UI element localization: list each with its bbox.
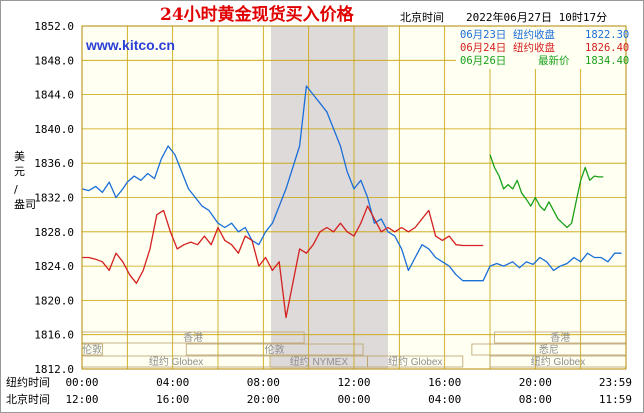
y-axis-label-0: 美	[14, 150, 25, 163]
session-label: 伦敦	[82, 343, 102, 356]
x-tick-label: 11:59	[599, 393, 632, 406]
x-tick-labels: 00:00 04:00 08:00 12:00 16:00 20:00 23:59 12:00…	[65, 376, 632, 406]
session-label: 纽约 Globex	[388, 355, 442, 368]
x-tick-label: 04:00	[156, 376, 189, 389]
y-tick-label: 1844.0	[34, 89, 74, 102]
chart-title: 24小时黄金现货买入价格	[160, 4, 355, 25]
y-axis-label-1: 元	[14, 165, 25, 178]
legend-value-2: 1834.40	[585, 55, 629, 67]
legend-value-0: 1822.30	[585, 29, 629, 41]
session-label: 纽约 NYMEX	[290, 355, 349, 368]
y-axis-label-3: 盎司	[14, 197, 36, 211]
x-tick-label: 08:00	[247, 376, 280, 389]
timezone-label: 北京时间	[400, 10, 444, 24]
legend-date-0: 06月23日	[460, 29, 506, 41]
session-label: 香港	[550, 332, 570, 344]
session-label: 伦敦	[265, 343, 285, 356]
y-tick-label: 1848.0	[34, 54, 74, 67]
y-axis-label-2: /	[14, 183, 18, 196]
x-tick-label: 16:00	[428, 376, 461, 389]
session-label: 香港	[183, 332, 203, 344]
y-tick-label: 1828.0	[34, 226, 74, 239]
watermark: www.kitco.cn	[85, 37, 175, 53]
x-tick-label: 08:00	[519, 393, 552, 406]
series-line-1	[82, 205, 484, 319]
legend-kind-0: 纽约收盘	[513, 28, 555, 41]
y-tick-label: 1812.0	[34, 363, 74, 376]
y-tick-label: 1840.0	[34, 123, 74, 136]
session-label: 纽约 Globex	[531, 355, 585, 368]
x-tick-label: 00:00	[65, 376, 98, 389]
y-tick-label: 1820.0	[34, 294, 74, 307]
legend: 06月23日 纽约收盘 1822.30 06月24日 纽约收盘 1826.40 …	[456, 27, 629, 69]
series-line-0	[81, 85, 622, 282]
series-line-2	[489, 154, 604, 229]
y-tick-label: 1824.0	[34, 260, 74, 273]
legend-kind-2: 最新价	[538, 54, 570, 67]
legend-date-1: 06月24日	[460, 42, 506, 54]
plot-border	[81, 25, 627, 370]
session-bar	[367, 355, 464, 368]
xaxis-row-label-ny: 纽约时间	[6, 375, 50, 389]
session-label: 悉尼	[539, 344, 559, 356]
x-tick-label: 04:00	[428, 393, 461, 406]
y-tick-label: 1816.0	[34, 329, 74, 342]
x-tick-label: 16:00	[156, 393, 189, 406]
legend-value-1: 1826.40	[585, 42, 629, 54]
y-tick-labels: 1852.0 1848.0 1844.0 1840.0 1836.0 1832.0 1828…	[34, 20, 74, 376]
series-group	[81, 85, 622, 319]
y-tick-label: 1836.0	[34, 157, 74, 170]
legend-kind-1: 纽约收盘	[513, 41, 555, 54]
session-label: 纽约 Globex	[149, 355, 203, 368]
x-tick-label: 12:00	[337, 376, 370, 389]
session-bar	[185, 343, 364, 356]
x-tick-label: 20:00	[247, 393, 280, 406]
timestamp: 2022年06月27日 10时17分	[466, 10, 607, 24]
x-tick-label: 12:00	[65, 393, 98, 406]
x-tick-label: 00:00	[337, 393, 370, 406]
y-tick-label: 1832.0	[34, 192, 74, 205]
xaxis-row-label-bj: 北京时间	[6, 392, 50, 406]
y-axis-label: 美 元 / 盎司	[14, 150, 36, 211]
legend-box	[456, 27, 624, 69]
y-tick-label: 1852.0	[34, 20, 74, 33]
x-tick-label: 23:59	[599, 376, 632, 389]
x-tick-label: 20:00	[519, 376, 552, 389]
legend-date-2: 06月26日	[460, 55, 506, 67]
